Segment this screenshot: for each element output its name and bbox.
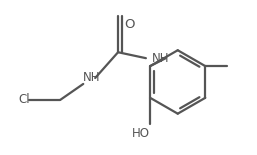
Text: NH: NH: [83, 71, 101, 84]
Text: NH: NH: [152, 52, 169, 65]
Text: Cl: Cl: [19, 93, 30, 106]
Text: HO: HO: [132, 126, 150, 140]
Text: O: O: [124, 18, 134, 31]
